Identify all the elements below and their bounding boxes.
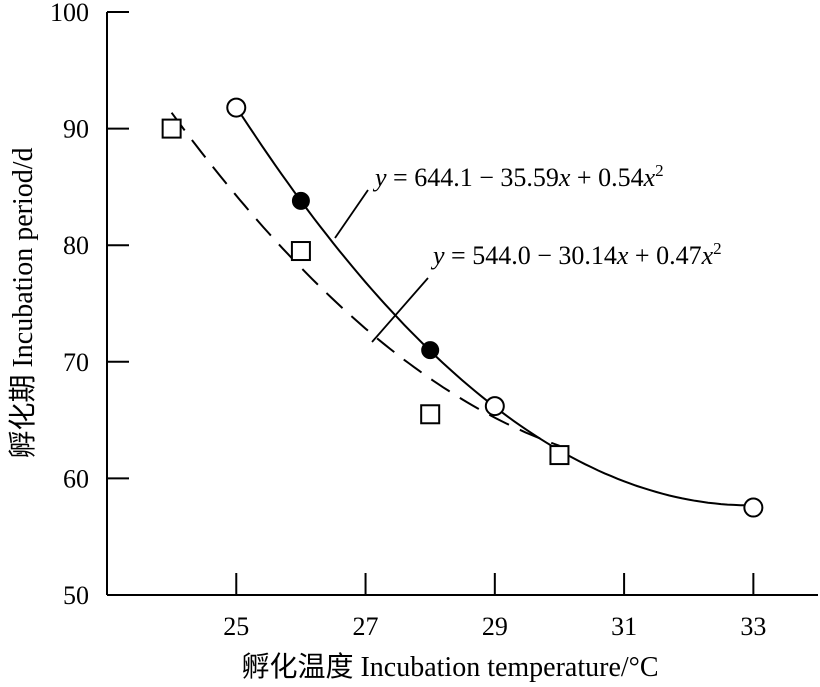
square-marker [420,404,441,425]
square-marker [161,118,182,139]
y-tick-label: 100 [50,0,89,27]
equation-2-exponent: 2 [713,239,722,258]
x-tick-label: 25 [223,612,249,641]
equation-1-exponent: 2 [655,161,664,180]
equation-2-part: + 0.47 [628,241,701,270]
x-tick-label: 33 [740,612,766,641]
y-axis-label: 孵化期 Incubation period/d [7,147,39,458]
x-tick-label: 29 [482,612,508,641]
equation-1-x: x [643,163,656,192]
equation-1-part: = 644.1 − 35.59 [387,163,559,192]
equation-1-part: + 0.54 [570,163,643,192]
equation-1-y: y [372,163,387,192]
y-tick-label: 80 [63,231,89,260]
square-marker [290,241,311,262]
equation-2: y = 544.0 − 30.14x + 0.47x2 [430,239,722,270]
filled-circle-marker [421,341,440,360]
x-tick-label: 27 [353,612,379,641]
y-tick-label: 50 [63,581,89,610]
fit-curve-2 [170,112,560,447]
open-circle-marker [226,97,247,118]
data-points [161,97,764,518]
open-circle-marker [484,396,505,417]
y-tick-label: 70 [63,348,89,377]
equation-1-x: x [558,163,571,192]
equation-2-x: x [701,241,714,270]
open-circle-marker [743,497,764,518]
y-tick-label: 90 [63,115,89,144]
square-marker [549,445,570,466]
equation-2-x: x [616,241,629,270]
equation-1-leader [334,189,369,239]
equation-2-part: = 544.0 − 30.14 [445,241,617,270]
equation-1: y = 644.1 − 35.59x + 0.54x2 [372,161,664,192]
filled-circle-marker [291,191,310,210]
ticks: 25 27 29 31 33 50 60 70 80 90 100 [50,0,766,641]
y-tick-label: 60 [63,464,89,493]
x-axis-label: 孵化温度 Incubation temperature/°C [241,651,658,683]
equation-2-leader [371,277,429,343]
equation-2-y: y [430,241,445,270]
x-tick-label: 31 [611,612,637,641]
